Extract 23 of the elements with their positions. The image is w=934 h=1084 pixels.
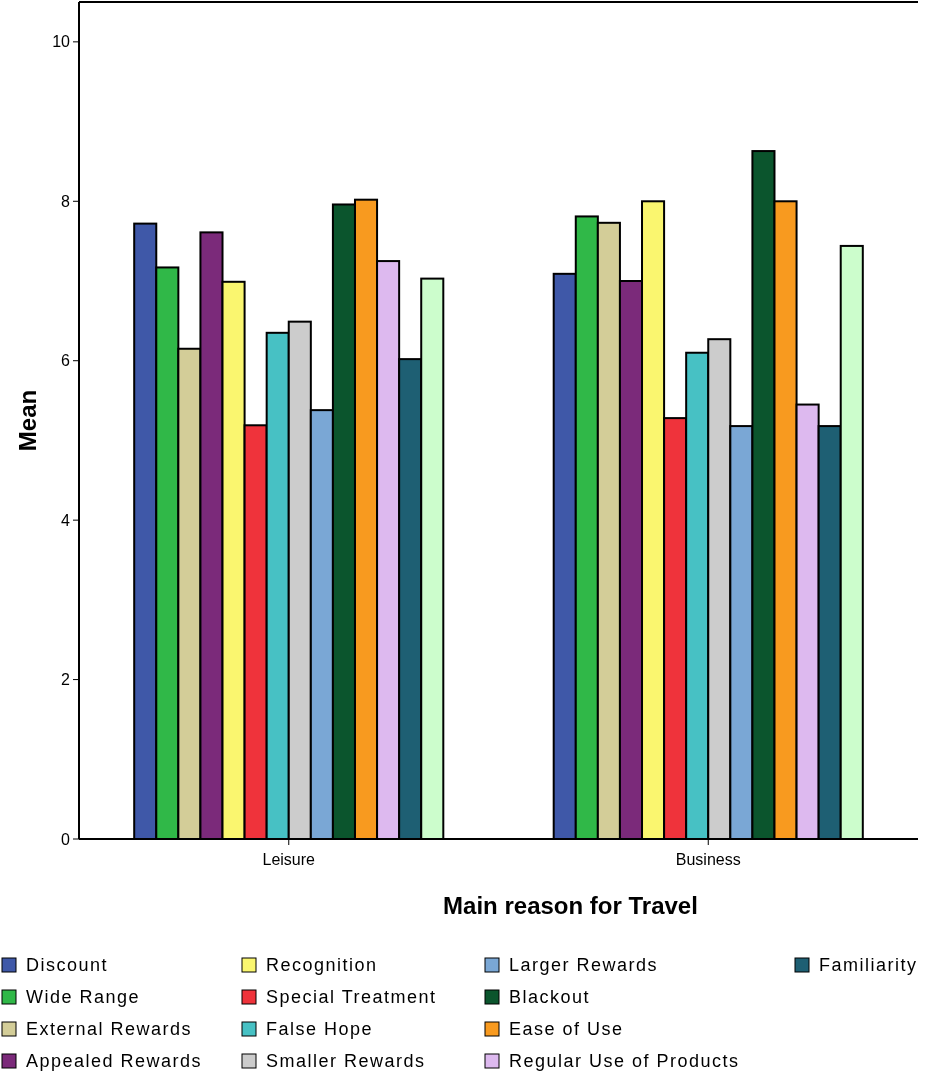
legend-label: External Rewards	[26, 1019, 193, 1040]
y-tick-label: 0	[61, 830, 71, 848]
y-axis-title: Mean	[14, 389, 41, 452]
legend-label: Special Treatment	[266, 987, 437, 1008]
legend-label: Ease of Use	[509, 1019, 624, 1040]
x-tick-label: Business	[675, 851, 741, 868]
legend-label: Discount	[26, 955, 109, 976]
y-tick-label: 10	[52, 33, 71, 51]
legend-label: Smaller Rewards	[266, 1051, 426, 1072]
x-axis-title: Main reason for Travel	[443, 892, 698, 919]
legend-label: Wide Range	[26, 987, 141, 1008]
legend-label: Familiarity	[819, 955, 918, 976]
legend-label: Regular Use of Products	[509, 1051, 740, 1072]
legend-label: Blackout	[509, 987, 591, 1008]
legend-label: Appealed Rewards	[26, 1051, 203, 1072]
legend-label: Recognition	[266, 955, 378, 976]
y-tick-label: 8	[61, 192, 71, 210]
legend-label: False Hope	[266, 1019, 374, 1040]
legend-label: Larger Rewards	[509, 955, 659, 976]
y-tick-label: 2	[61, 671, 71, 689]
y-tick-label: 4	[61, 511, 71, 529]
x-tick-label: Leisure	[262, 851, 316, 868]
y-tick-label: 6	[61, 352, 71, 370]
